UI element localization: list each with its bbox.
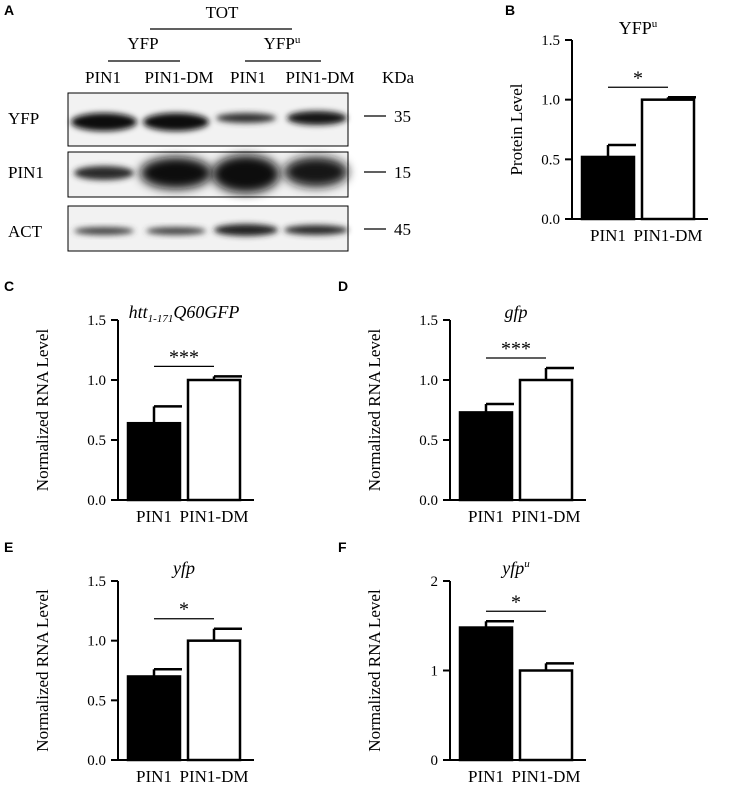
band-yfp-4 — [287, 111, 347, 125]
band-pin1-1 — [74, 166, 134, 180]
chart-f: F 0 1 2 Normalized RNA Level PIN1 PIN1-DM * yfpu — [338, 539, 586, 786]
category-label: PIN1-DM — [634, 226, 703, 245]
chart-title: htt1-171Q60GFP — [129, 302, 240, 325]
panel-a: A TOT YFP YFPu PIN1 PIN1-DM PIN1 PIN1-DM… — [4, 2, 415, 252]
category-label: PIN1 — [590, 226, 626, 245]
panel-letter-f: F — [338, 539, 347, 555]
lane-label-1: PIN1 — [85, 68, 121, 87]
bar-pin1-dm — [640, 98, 696, 221]
y-tick-label: 1.5 — [87, 574, 106, 590]
chart-title: yfpu — [500, 558, 530, 578]
band-yfp-3 — [216, 113, 276, 123]
chart-e: E 0.0 0.5 1.0 1.5 Normalized RNA Level PIN1 PIN… — [4, 539, 254, 786]
y-tick-label: 1.5 — [87, 313, 106, 329]
significance-label: * — [179, 599, 189, 621]
y-axis-label: Normalized RNA Level — [365, 329, 384, 492]
significance-label: * — [511, 591, 521, 613]
bar-pin1 — [458, 411, 514, 502]
marker-pin1: 15 — [394, 163, 411, 182]
bar-pin1-dm — [186, 639, 242, 762]
panel-letter-d: D — [338, 278, 348, 294]
y-tick-label: 1.0 — [541, 93, 560, 109]
group-yfp-label: YFP — [127, 34, 158, 53]
blot-pin1-bands — [74, 155, 348, 193]
panel-letter-c: C — [4, 278, 14, 294]
band-act-4 — [284, 225, 348, 235]
chart-b: B 0.0 0.5 1.0 1.5 Protein Level PIN1 PIN1-DM * YF… — [505, 2, 708, 245]
y-axis-label: Protein Level — [507, 83, 526, 175]
group-yfpu-label: YFPu — [264, 34, 301, 53]
band-pin1-4 — [284, 157, 348, 187]
y-tick-label: 1.5 — [541, 33, 560, 49]
chart-title: gfp — [504, 302, 527, 322]
chart-title: yfp — [171, 558, 195, 578]
marker-act: 45 — [394, 220, 411, 239]
y-axis-label: Normalized RNA Level — [365, 589, 384, 752]
significance-label: * — [633, 67, 643, 89]
category-label: PIN1 — [136, 767, 172, 786]
y-axis-label: Normalized RNA Level — [33, 589, 52, 752]
category-label: PIN1 — [136, 507, 172, 526]
panel-letter-b: B — [505, 2, 515, 18]
y-tick-label: 0.5 — [87, 433, 106, 449]
category-label: PIN1-DM — [180, 767, 249, 786]
category-label: PIN1-DM — [512, 767, 581, 786]
marker-yfp: 35 — [394, 107, 411, 126]
lane-label-2: PIN1-DM — [145, 68, 214, 87]
blot-label-pin1: PIN1 — [8, 163, 44, 182]
y-tick-label: 0.0 — [419, 493, 438, 509]
blot-label-yfp: YFP — [8, 109, 39, 128]
panel-letter-a: A — [4, 2, 14, 18]
category-label: PIN1 — [468, 767, 504, 786]
bar-pin1 — [580, 155, 636, 221]
y-tick-label: 0.5 — [419, 433, 438, 449]
bar-pin1 — [126, 675, 182, 762]
band-yfp-1 — [71, 113, 137, 131]
y-tick-label: 0 — [431, 753, 439, 769]
lane-label-3: PIN1 — [230, 68, 266, 87]
y-tick-label: 2 — [431, 574, 439, 590]
y-tick-label: 0.0 — [541, 212, 560, 228]
chart-title: YFPu — [619, 18, 658, 38]
bar-charts: B 0.0 0.5 1.0 1.5 Protein Level PIN1 PIN1-DM * YF… — [4, 2, 708, 786]
category-label: PIN1-DM — [512, 507, 581, 526]
band-act-3 — [214, 224, 278, 236]
band-yfp-2 — [143, 113, 209, 131]
blot-label-act: ACT — [8, 222, 43, 241]
blot-yfp-bands — [71, 111, 347, 131]
kda-label: KDa — [382, 68, 415, 87]
band-pin1-2 — [140, 157, 212, 189]
category-label: PIN1 — [468, 507, 504, 526]
band-act-1 — [74, 227, 134, 235]
y-tick-label: 0.5 — [87, 693, 106, 709]
y-tick-label: 1 — [431, 664, 439, 680]
y-tick-label: 1.0 — [87, 634, 106, 650]
bar-pin1-dm — [518, 669, 574, 762]
y-tick-label: 1.5 — [419, 313, 438, 329]
lane-label-4: PIN1-DM — [286, 68, 355, 87]
bar-pin1 — [458, 626, 514, 762]
bar-pin1-dm — [518, 378, 574, 502]
chart-c: C 0.0 0.5 1.0 1.5 Normalized RNA Level PIN1 PIN… — [4, 278, 254, 526]
significance-label: *** — [169, 346, 199, 368]
category-label: PIN1-DM — [180, 507, 249, 526]
bar-pin1-dm — [186, 378, 242, 502]
y-tick-label: 0.0 — [87, 753, 106, 769]
y-tick-label: 1.0 — [87, 373, 106, 389]
y-axis-label: Normalized RNA Level — [33, 329, 52, 492]
significance-label: *** — [501, 338, 531, 360]
y-tick-label: 0.5 — [541, 152, 560, 168]
chart-d: D 0.0 0.5 1.0 1.5 Normalized RNA Level PIN1 PIN… — [338, 278, 586, 526]
panel-letter-e: E — [4, 539, 13, 555]
y-tick-label: 0.0 — [87, 493, 106, 509]
band-pin1-3 — [212, 155, 280, 193]
bar-pin1 — [126, 421, 182, 502]
band-act-2 — [146, 227, 206, 235]
blot-act-bands — [74, 224, 348, 236]
y-tick-label: 1.0 — [419, 373, 438, 389]
tot-label: TOT — [206, 3, 239, 22]
